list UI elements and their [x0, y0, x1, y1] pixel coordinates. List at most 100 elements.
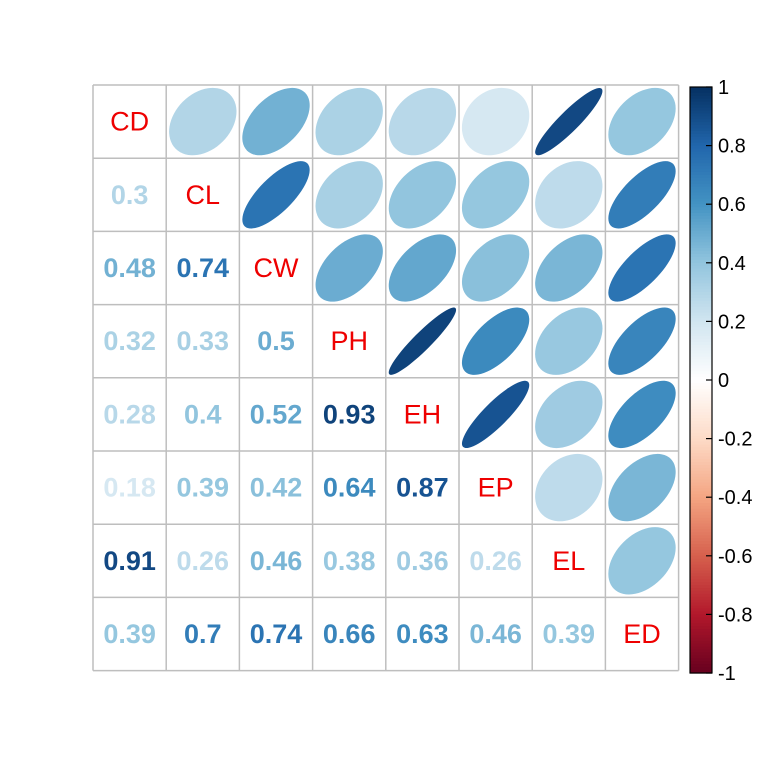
colorbar-segment: [690, 262, 712, 267]
colorbar-segment: [690, 421, 712, 425]
colorbar-segment: [690, 558, 712, 563]
colorbar-segment: [690, 374, 712, 378]
colorbar-segment: [690, 567, 712, 572]
grid-layer: [92, 84, 680, 672]
colorbar-segment: [690, 544, 712, 548]
colorbar-segment: [690, 195, 712, 199]
colorbar-segment: [690, 204, 712, 208]
colorbar-segment: [690, 561, 712, 566]
colorbar-segment: [690, 362, 712, 366]
colorbar-segment: [690, 104, 712, 109]
ellipse-CD-CL: [169, 87, 237, 156]
coefficient-PH-CD: 0.32: [103, 326, 156, 356]
ellipse-CD-ED: [608, 87, 676, 156]
colorbar-segment: [690, 113, 712, 117]
colorbar-segment: [690, 300, 712, 305]
colorbar-segment: [690, 242, 712, 246]
colorbar-segment: [690, 312, 712, 317]
colorbar-segment: [690, 623, 712, 627]
ellipse-PH-EP: [461, 307, 530, 375]
colorbar-segment: [690, 426, 712, 431]
colorbar-segment: [690, 119, 712, 123]
coefficient-EP-CW: 0.42: [250, 473, 303, 503]
colorbar-segment: [690, 470, 712, 475]
coefficient-CL-CD: 0.3: [111, 180, 149, 210]
colorbar-segment: [690, 174, 712, 179]
diagonal-label-CD: CD: [110, 107, 149, 137]
ellipse-CW-EH: [388, 234, 457, 302]
colorbar: 1 0.8 0.6 0.4 0.2 0 -0.2 -0.4 -0.6 -0.8 -1: [689, 77, 752, 685]
colorbar-tick-label: -0.2: [718, 429, 752, 451]
colorbar-tick-label: 0.6: [718, 194, 746, 216]
colorbar-segment: [690, 142, 712, 147]
colorbar-segment: [690, 251, 712, 255]
colorbar-segment: [690, 148, 712, 153]
colorbar-segment: [690, 254, 712, 258]
colorbar-segment: [690, 256, 712, 261]
colorbar-tick-label: 0.8: [718, 136, 746, 158]
colorbar-segment: [690, 388, 712, 393]
colorbar-segment: [690, 166, 712, 170]
coefficient-CW-CD: 0.48: [103, 253, 156, 283]
colorbar-segment: [690, 371, 712, 375]
colorbar-segment: [690, 198, 712, 202]
colorbar-segment: [690, 315, 712, 320]
ellipse-CD-PH: [315, 87, 383, 156]
colorbar-segment: [690, 145, 712, 150]
colorbar-segment: [690, 538, 712, 542]
colorbar-segment: [690, 218, 712, 223]
colorbar-segment: [690, 602, 712, 607]
colorbar-segment: [690, 634, 712, 639]
colorbar-segment: [690, 582, 712, 586]
colorbar-segment: [690, 183, 712, 188]
colorbar-segment: [690, 415, 712, 419]
ellipse-CL-EH: [388, 161, 457, 229]
colorbar-segment: [690, 130, 712, 135]
colorbar-segment: [690, 441, 712, 446]
colorbar-segment: [690, 423, 712, 428]
ellipse-CL-ED: [608, 161, 676, 229]
colorbar-segment: [690, 248, 712, 252]
colorbar-segment: [690, 637, 712, 642]
colorbar-segment: [690, 224, 712, 229]
colorbar-segment: [690, 89, 712, 94]
colorbar-segment: [690, 227, 712, 232]
coefficient-EL-PH: 0.38: [323, 546, 376, 576]
ellipse-PH-EH: [388, 307, 457, 375]
colorbar-segment: [690, 547, 712, 551]
colorbar-segment: [690, 283, 712, 287]
ellipse-CW-EL: [535, 234, 603, 302]
colorbar-segment: [690, 101, 712, 106]
colorbar-segment: [690, 482, 712, 487]
colorbar-tick-label: 0: [718, 370, 729, 392]
colorbar-segment: [690, 215, 712, 220]
diagonal-label-CL: CL: [186, 180, 221, 210]
colorbar-segment: [690, 576, 712, 580]
ellipse-CD-EL: [535, 87, 603, 156]
colorbar-segment: [690, 503, 712, 507]
colorbar-segment: [690, 655, 712, 659]
colorbar-segment: [690, 295, 712, 299]
colorbar-segment: [690, 377, 712, 381]
ellipse-EH-ED: [608, 380, 676, 449]
coefficient-EP-EH: 0.87: [396, 473, 449, 503]
ellipse-EH-EP: [461, 380, 530, 449]
ellipse-CD-CW: [242, 87, 310, 156]
colorbar-segment: [690, 491, 712, 495]
colorbar-tick-label: 1: [718, 77, 729, 99]
colorbar-segment: [690, 324, 712, 328]
diagonal-label-ED: ED: [623, 619, 661, 649]
coefficient-EH-CD: 0.28: [103, 399, 156, 429]
colorbar-segment: [690, 526, 712, 531]
colorbar-segment: [690, 649, 712, 654]
ellipse-CL-PH: [315, 161, 383, 229]
coefficient-EH-CL: 0.4: [184, 399, 222, 429]
colorbar-segment: [690, 629, 712, 633]
colorbar-segment: [690, 456, 712, 460]
coefficient-ED-EH: 0.63: [396, 619, 449, 649]
colorbar-segment: [690, 397, 712, 402]
colorbar-segment: [690, 169, 712, 173]
colorbar-segment: [690, 479, 712, 484]
coefficient-PH-CL: 0.33: [177, 326, 230, 356]
ellipse-CL-CW: [242, 161, 310, 229]
